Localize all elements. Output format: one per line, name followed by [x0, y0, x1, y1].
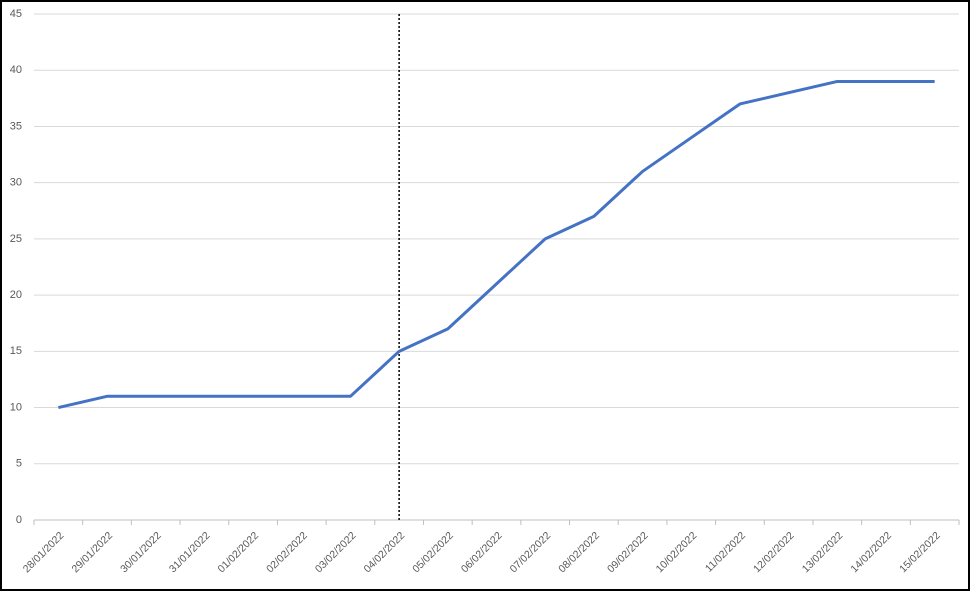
- y-tick-label: 15: [10, 345, 22, 357]
- y-tick-label: 35: [10, 120, 22, 132]
- y-tick-label: 5: [16, 458, 22, 470]
- y-tick-label: 25: [10, 233, 22, 245]
- y-tick-label: 0: [16, 514, 22, 526]
- y-tick-label: 20: [10, 289, 22, 301]
- y-tick-label: 30: [10, 177, 22, 189]
- y-tick-label: 45: [10, 8, 22, 20]
- line-series: [58, 79, 935, 410]
- y-tick-label: 40: [10, 64, 22, 76]
- y-tick-label: 10: [10, 401, 22, 413]
